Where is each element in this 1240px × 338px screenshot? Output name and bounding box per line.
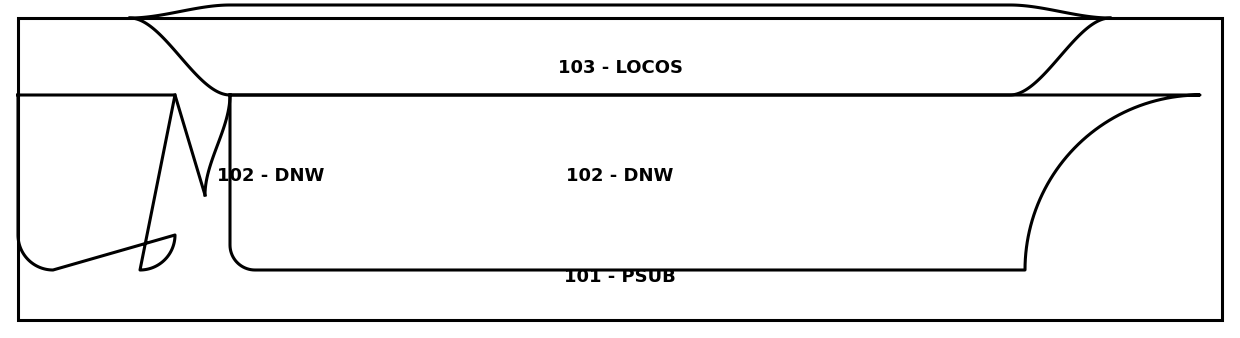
Text: 103 - LOCOS: 103 - LOCOS bbox=[558, 58, 682, 77]
Text: 102 - DNW: 102 - DNW bbox=[217, 167, 325, 185]
Text: 101 - PSUB: 101 - PSUB bbox=[564, 268, 676, 286]
Text: 102 - DNW: 102 - DNW bbox=[567, 167, 673, 185]
Bar bbox=[19, 18, 1221, 320]
